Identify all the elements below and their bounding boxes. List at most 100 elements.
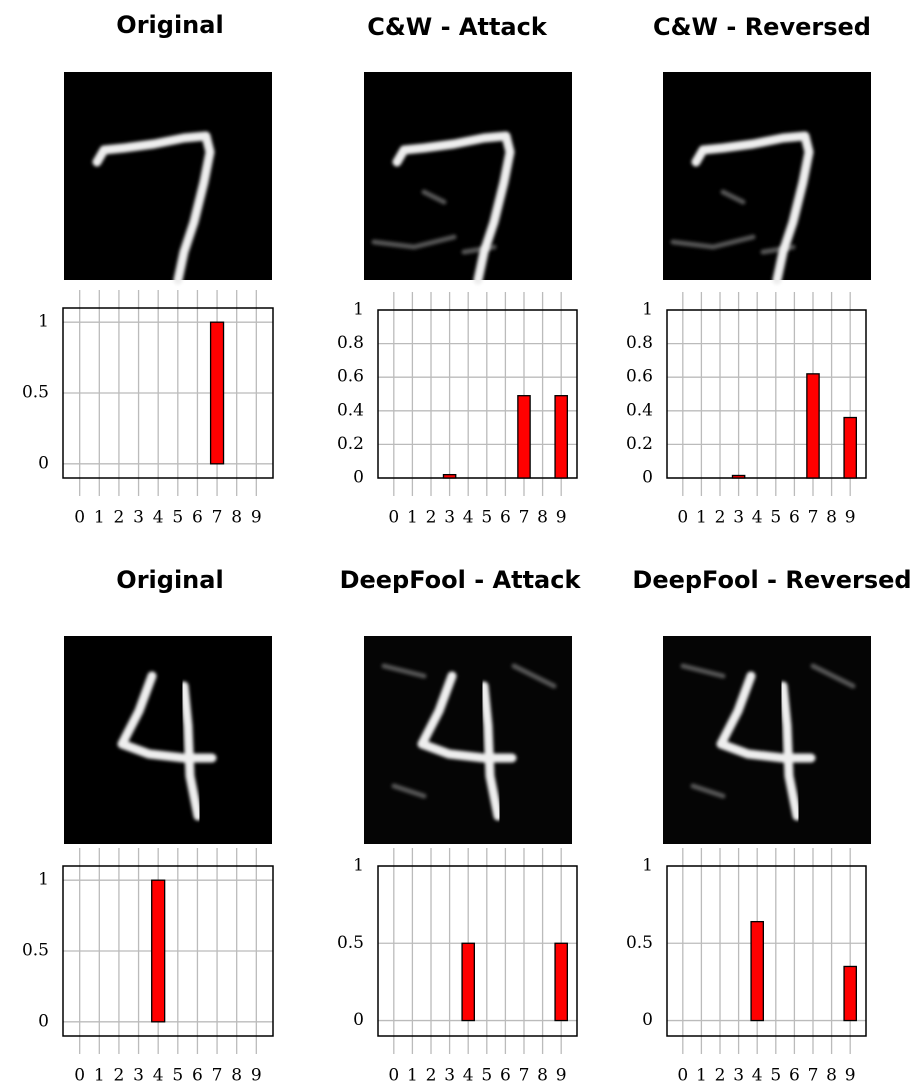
x-tick-label: 5 bbox=[770, 1066, 781, 1086]
y-tick-label: 0 bbox=[642, 468, 653, 488]
x-tick-label: 8 bbox=[826, 1066, 837, 1086]
y-tick-label: 0 bbox=[642, 1010, 653, 1030]
x-tick-label: 3 bbox=[133, 508, 144, 528]
chart-title: Original bbox=[116, 566, 223, 594]
x-tick-label: 9 bbox=[556, 1066, 567, 1086]
x-tick-label: 0 bbox=[74, 1066, 85, 1086]
image bbox=[364, 72, 572, 280]
plot-frame bbox=[378, 866, 577, 1036]
chart-title: Original bbox=[116, 11, 223, 39]
chart-title: C&W - Attack bbox=[367, 13, 548, 41]
y-tick-label: 0 bbox=[353, 1010, 364, 1030]
x-tick-label: 4 bbox=[752, 1066, 763, 1086]
x-tick-label: 8 bbox=[231, 508, 242, 528]
x-tick-label: 9 bbox=[845, 508, 856, 528]
x-tick-label: 7 bbox=[519, 508, 530, 528]
x-tick-label: 4 bbox=[153, 508, 164, 528]
x-tick-label: 1 bbox=[407, 1066, 418, 1086]
x-tick-label: 7 bbox=[212, 508, 223, 528]
y-tick-label: 1 bbox=[642, 300, 653, 320]
x-tick-label: 3 bbox=[444, 1066, 455, 1086]
y-tick-label: 0.5 bbox=[22, 941, 49, 961]
x-tick-label: 6 bbox=[500, 1066, 511, 1086]
x-tick-label: 7 bbox=[808, 1066, 819, 1086]
x-tick-label: 8 bbox=[231, 1066, 242, 1086]
x-tick-label: 6 bbox=[192, 508, 203, 528]
chart-title: DeepFool - Reversed bbox=[632, 566, 911, 594]
x-tick-label: 3 bbox=[444, 508, 455, 528]
y-tick-label: 0.4 bbox=[626, 400, 653, 420]
bar bbox=[555, 396, 567, 478]
x-tick-label: 1 bbox=[94, 508, 105, 528]
y-tick-label: 0.5 bbox=[626, 933, 653, 953]
x-tick-label: 8 bbox=[826, 508, 837, 528]
x-tick-label: 0 bbox=[74, 508, 85, 528]
x-tick-label: 7 bbox=[808, 508, 819, 528]
x-tick-label: 4 bbox=[463, 508, 474, 528]
bar bbox=[443, 475, 455, 478]
bar bbox=[844, 418, 856, 478]
bar bbox=[732, 475, 744, 478]
x-tick-label: 4 bbox=[153, 1066, 164, 1086]
bar bbox=[555, 943, 567, 1020]
x-tick-label: 1 bbox=[696, 508, 707, 528]
x-tick-label: 0 bbox=[677, 508, 688, 528]
bar bbox=[518, 396, 530, 478]
x-tick-label: 6 bbox=[789, 1066, 800, 1086]
x-tick-label: 4 bbox=[463, 1066, 474, 1086]
bar bbox=[152, 880, 165, 1022]
x-tick-label: 5 bbox=[172, 1066, 183, 1086]
x-tick-label: 6 bbox=[192, 1066, 203, 1086]
y-tick-label: 0.8 bbox=[626, 333, 653, 353]
x-tick-label: 6 bbox=[789, 508, 800, 528]
bar bbox=[462, 943, 474, 1020]
x-tick-label: 7 bbox=[519, 1066, 530, 1086]
image bbox=[663, 72, 871, 280]
y-tick-label: 1 bbox=[642, 856, 653, 876]
x-tick-label: 7 bbox=[212, 1066, 223, 1086]
x-tick-label: 2 bbox=[715, 1066, 726, 1086]
x-tick-label: 8 bbox=[537, 508, 548, 528]
y-tick-label: 0 bbox=[38, 1011, 49, 1031]
plot-frame bbox=[667, 310, 866, 478]
x-tick-label: 3 bbox=[733, 508, 744, 528]
y-tick-label: 0 bbox=[353, 468, 364, 488]
image bbox=[64, 636, 272, 844]
image bbox=[663, 636, 871, 844]
chart-title: C&W - Reversed bbox=[653, 13, 871, 41]
y-tick-label: 0.5 bbox=[22, 383, 49, 403]
x-tick-label: 5 bbox=[172, 508, 183, 528]
x-tick-label: 2 bbox=[715, 508, 726, 528]
x-tick-label: 9 bbox=[845, 1066, 856, 1086]
y-tick-label: 0.6 bbox=[337, 367, 364, 387]
bar bbox=[807, 374, 819, 478]
x-tick-label: 6 bbox=[500, 508, 511, 528]
x-tick-label: 9 bbox=[556, 508, 567, 528]
x-tick-label: 9 bbox=[251, 508, 262, 528]
x-tick-label: 4 bbox=[752, 508, 763, 528]
x-tick-label: 5 bbox=[481, 1066, 492, 1086]
x-tick-label: 1 bbox=[696, 1066, 707, 1086]
image bbox=[364, 636, 572, 844]
x-tick-label: 8 bbox=[537, 1066, 548, 1086]
x-tick-label: 3 bbox=[133, 1066, 144, 1086]
plot-frame bbox=[667, 866, 866, 1036]
x-tick-label: 2 bbox=[114, 1066, 125, 1086]
y-tick-label: 0.2 bbox=[337, 434, 364, 454]
x-tick-label: 5 bbox=[770, 508, 781, 528]
x-tick-label: 0 bbox=[388, 508, 399, 528]
bar bbox=[844, 966, 856, 1020]
bar bbox=[211, 322, 224, 464]
y-tick-label: 0.8 bbox=[337, 333, 364, 353]
bar bbox=[751, 922, 763, 1021]
x-tick-label: 5 bbox=[481, 508, 492, 528]
x-tick-label: 0 bbox=[677, 1066, 688, 1086]
x-tick-label: 9 bbox=[251, 1066, 262, 1086]
y-tick-label: 0.4 bbox=[337, 400, 364, 420]
y-tick-label: 0.5 bbox=[337, 933, 364, 953]
x-tick-label: 1 bbox=[407, 508, 418, 528]
x-tick-label: 2 bbox=[426, 508, 437, 528]
y-tick-label: 0.6 bbox=[626, 367, 653, 387]
figure: Original012345678900.51C&W - Attack01234… bbox=[0, 0, 912, 1086]
y-tick-label: 0.2 bbox=[626, 434, 653, 454]
